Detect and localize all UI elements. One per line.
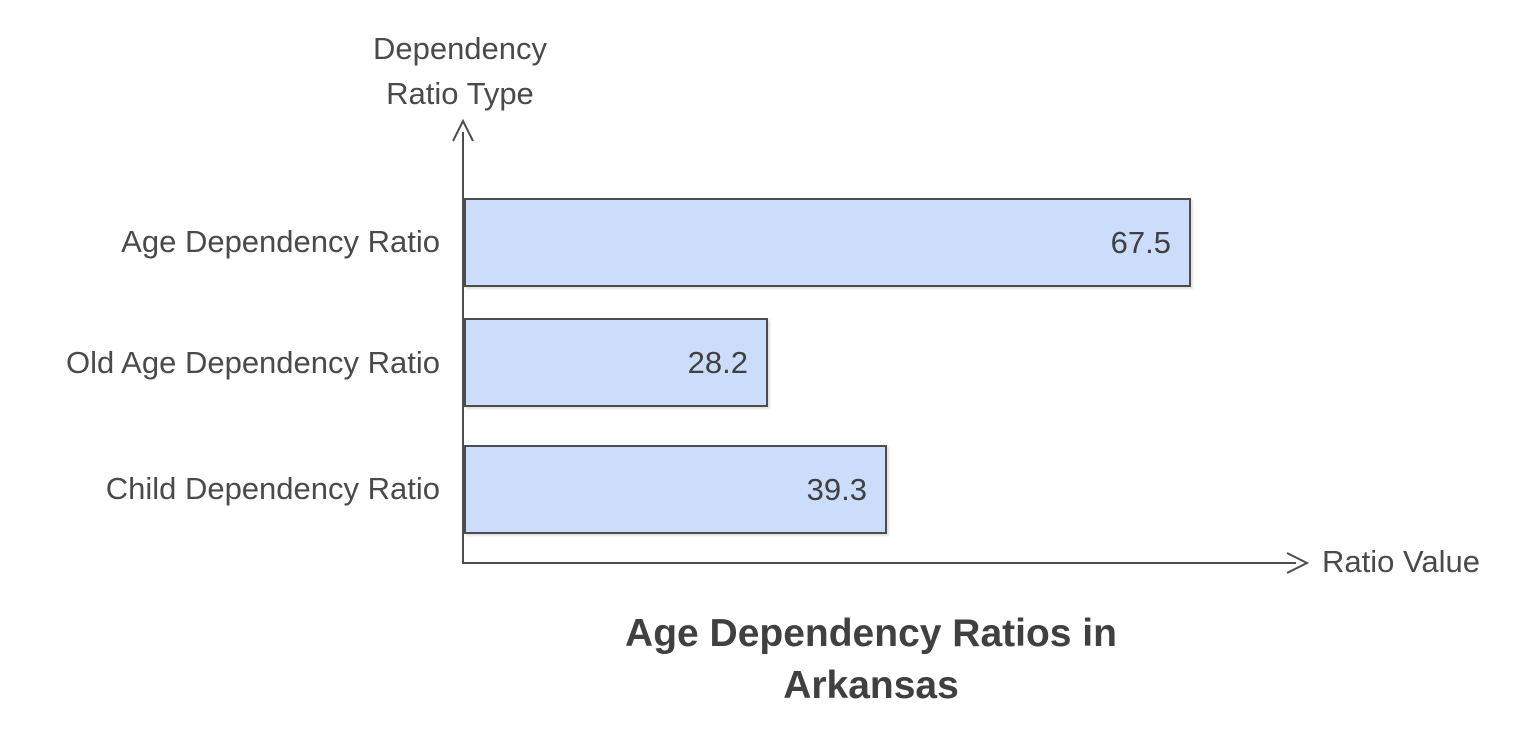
chart-title: Age Dependency Ratios in Arkansas [625, 612, 1117, 707]
y-axis-arrow-icon [452, 118, 474, 142]
bar-value-label: 67.5 [1110, 224, 1171, 260]
bar-child-dependency-ratio: 39.3 [464, 445, 887, 534]
category-label-old-age-dependency-ratio: Old Age Dependency Ratio [66, 345, 440, 380]
bar-old-age-dependency-ratio: 28.2 [464, 318, 768, 407]
y-axis-title: Dependency Ratio Type [372, 31, 548, 111]
x-axis-arrow-icon [1286, 552, 1310, 574]
category-label-child-dependency-ratio: Child Dependency Ratio [105, 471, 440, 506]
category-label-age-dependency-ratio: Age Dependency Ratio [121, 224, 440, 259]
bar-value-label: 28.2 [687, 344, 748, 380]
x-axis-title: Ratio Value [1322, 544, 1480, 579]
bar-age-dependency-ratio: 67.5 [464, 198, 1191, 287]
bar-value-label: 39.3 [806, 471, 867, 507]
